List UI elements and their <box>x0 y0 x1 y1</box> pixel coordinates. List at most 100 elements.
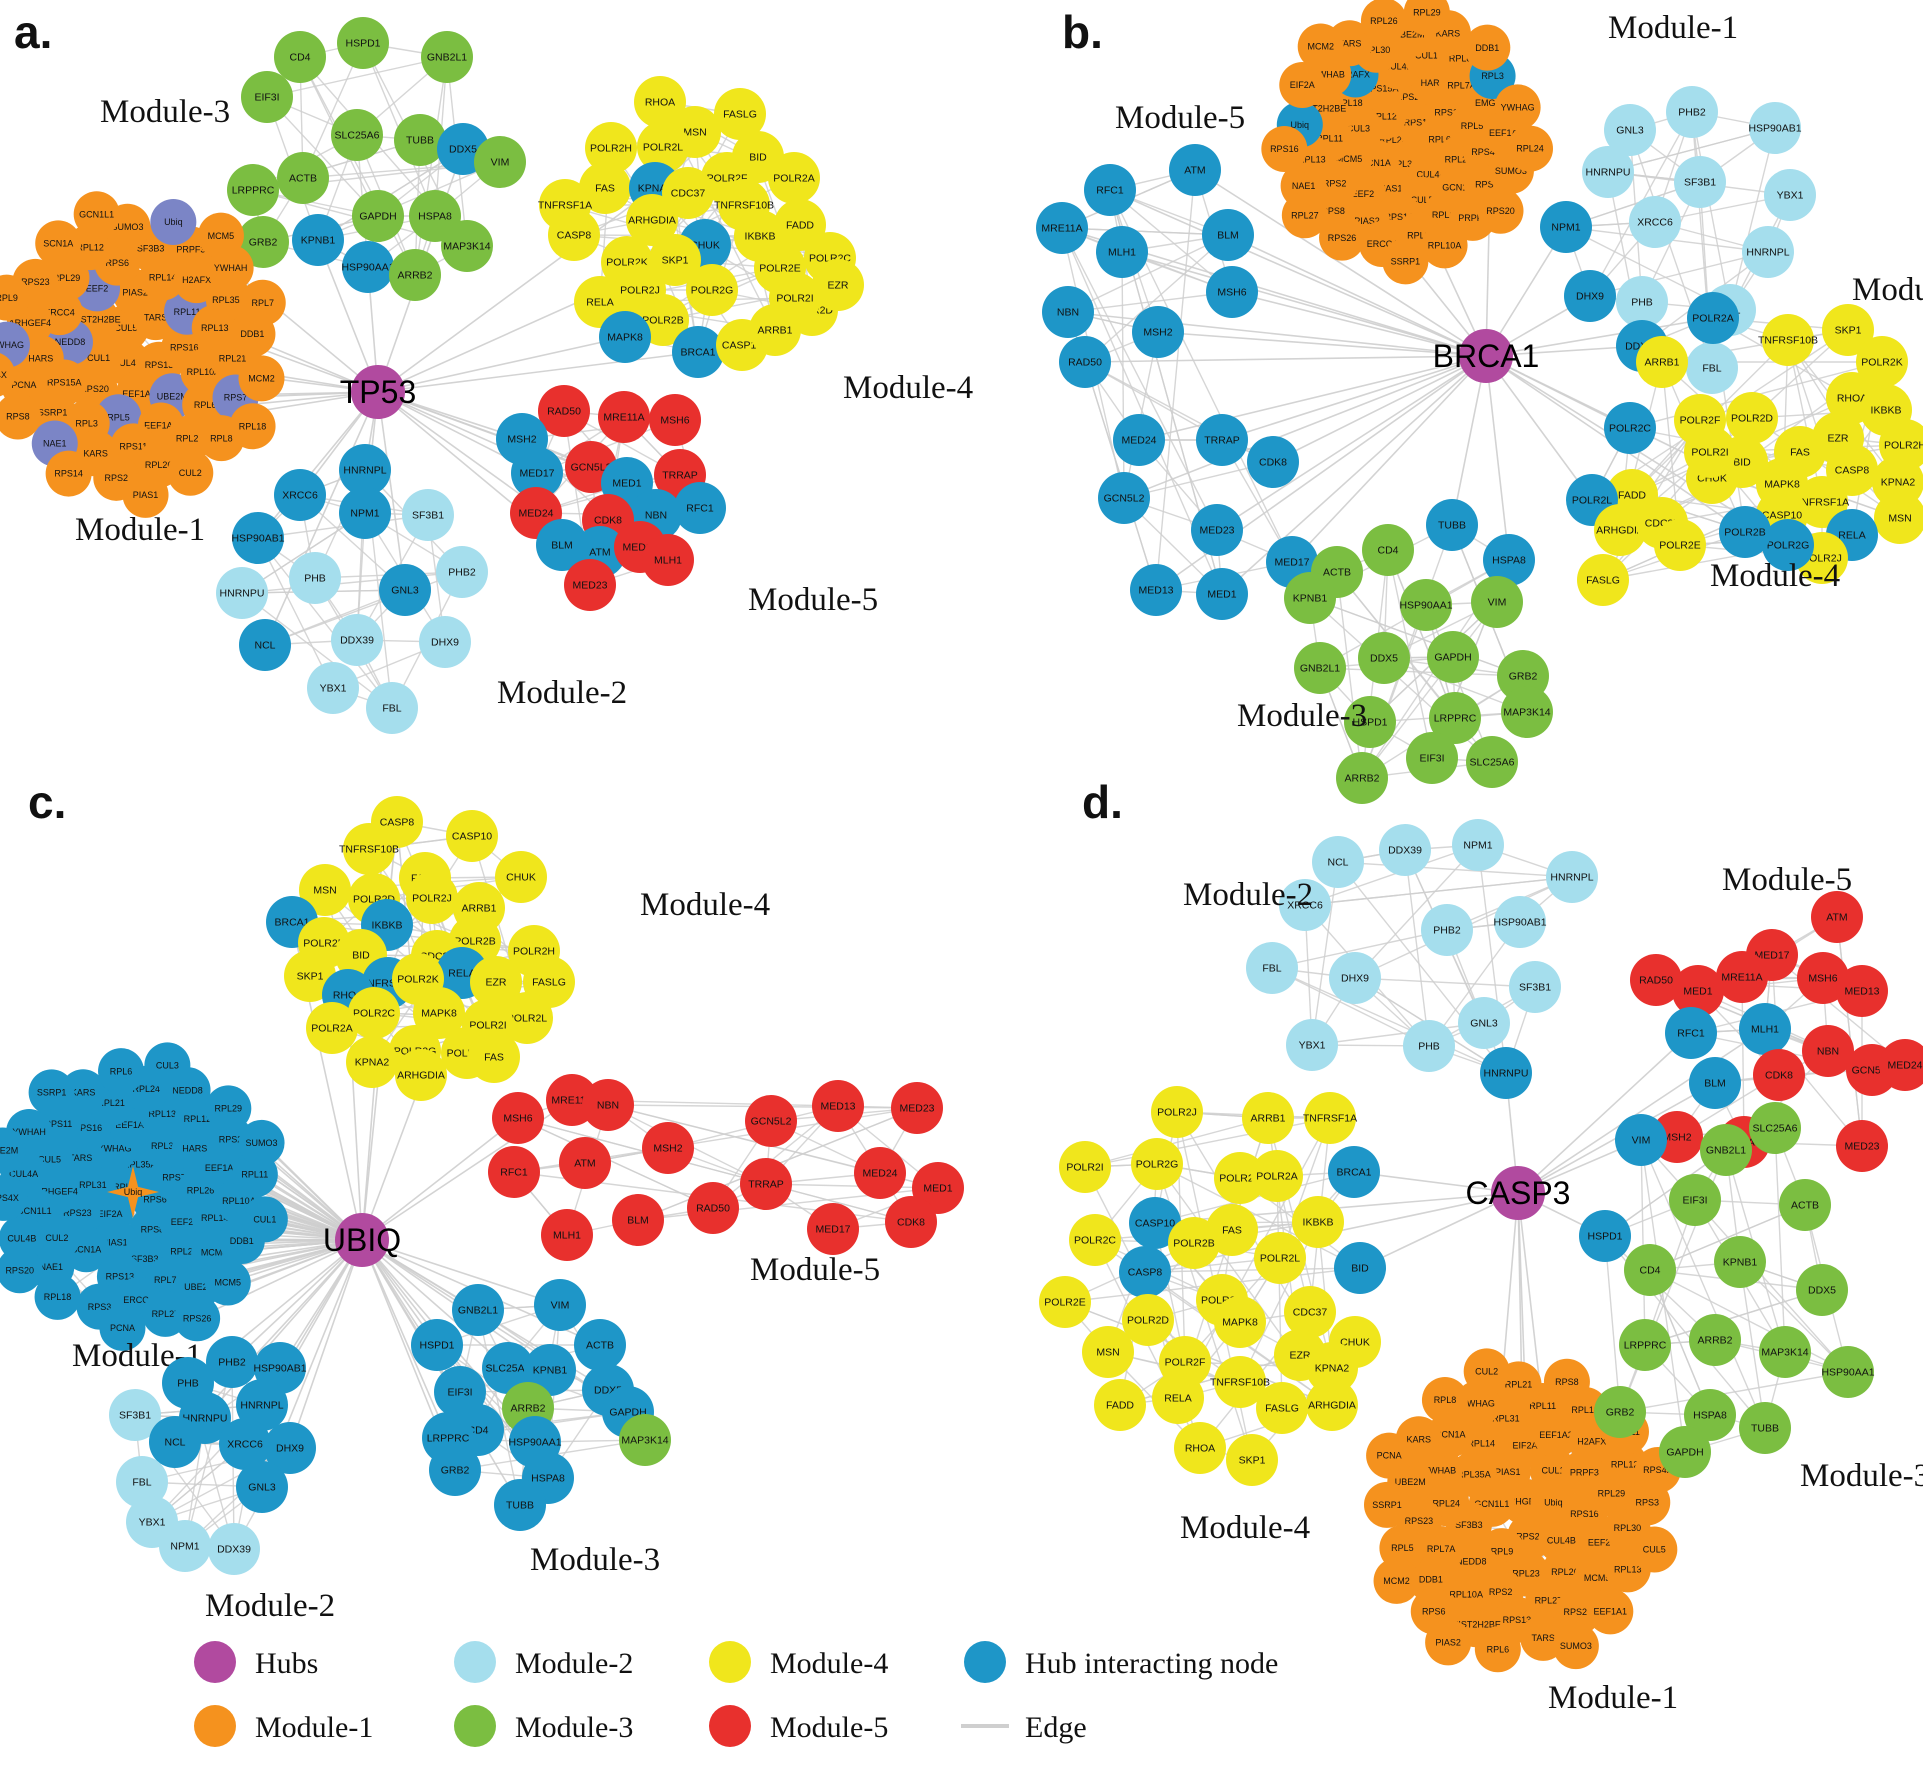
panel-letter-d: d. <box>1082 776 1123 828</box>
edge <box>1836 916 1863 1147</box>
edge <box>1271 929 1448 969</box>
edge <box>1304 876 1573 906</box>
node-CDK8 <box>1753 1049 1805 1101</box>
node-RHOA <box>1174 1422 1226 1474</box>
hub-edge <box>1121 251 1487 357</box>
node-SLC25A6 <box>331 109 383 161</box>
node-SLC25A6 <box>1466 736 1518 788</box>
node-RPS8 <box>1543 1358 1590 1405</box>
node-PIAS2 <box>1425 1619 1472 1666</box>
node-CDC37 <box>662 167 714 219</box>
node-HNRNPU <box>1480 1047 1532 1099</box>
edge <box>1741 976 1745 1143</box>
node-VIM <box>534 1279 586 1331</box>
node-PHB2 <box>1421 904 1473 956</box>
hub-edge <box>1109 189 1487 357</box>
node-TNFRSF10B <box>343 823 395 875</box>
node-RHOA <box>634 76 686 128</box>
node-POLR2B <box>1168 1217 1220 1269</box>
node-MED24 <box>1113 414 1165 466</box>
node-MSH2 <box>642 1122 694 1174</box>
node-MED24 <box>854 1147 906 1199</box>
edge <box>1156 1163 1361 1269</box>
node-KPNB1 <box>1284 572 1336 624</box>
node-SF3B1 <box>1509 961 1561 1013</box>
hub-edge <box>1517 1028 1766 1194</box>
node-MAPK8 <box>599 311 651 363</box>
node-XRCC6 <box>219 1418 271 1470</box>
node-POLR2C <box>348 987 400 1039</box>
node-KPNB1 <box>524 1344 576 1396</box>
node-RPS4X <box>0 353 16 397</box>
edge <box>317 161 501 241</box>
edge <box>765 1183 939 1189</box>
hub-edge <box>1359 1192 1519 1269</box>
edge <box>1739 1261 1766 1429</box>
edge <box>299 56 416 276</box>
edge <box>1084 1117 1269 1168</box>
node-PIAS1 <box>122 471 169 518</box>
node-MSH6 <box>1206 266 1258 318</box>
module-label-d-Module-4: Module-4 <box>1180 1510 1310 1546</box>
node-HSP90AB1 <box>232 512 284 564</box>
node-RPS14 <box>45 450 92 497</box>
node-HNRNPL <box>1742 226 1794 278</box>
node-MRE11A <box>1036 202 1088 254</box>
node-MAP3K14 <box>441 220 493 272</box>
node-POLR2I <box>1684 426 1736 478</box>
node-NPM1 <box>339 487 391 539</box>
hub-edge <box>1138 355 1487 441</box>
module-label-b-Module-4: Module-4 <box>1710 558 1840 594</box>
node-YBX1 <box>307 662 359 714</box>
node-SF3B1 <box>109 1389 161 1441</box>
edge <box>1649 1269 1711 1416</box>
node-SLC25A6 <box>1749 1102 1801 1154</box>
module-label-d-Module-3: Module-3 <box>1800 1458 1923 1494</box>
node-KPNB1 <box>292 214 344 266</box>
hub-edge <box>1451 355 1487 526</box>
node-MED17 <box>807 1203 859 1255</box>
hub-node-TP53 <box>351 365 405 419</box>
node-MED23 <box>1836 1120 1888 1172</box>
hub-edge <box>1084 355 1487 363</box>
panel-letter-b: b. <box>1062 6 1103 58</box>
node-CUL2 <box>167 449 214 496</box>
node-MRE11A <box>598 391 650 443</box>
node-GAPDH <box>1659 1426 1711 1478</box>
node-ARRB2 <box>389 249 441 301</box>
legend-swatch-Module-1 <box>194 1705 236 1747</box>
node-ARRB1 <box>1636 336 1688 388</box>
edge <box>1607 127 1776 173</box>
edge <box>1084 361 1223 441</box>
hub-edge <box>1485 355 1510 561</box>
node-POLR2D <box>1726 392 1778 444</box>
hub-edge <box>231 1239 363 1363</box>
edge <box>517 1117 912 1223</box>
edge <box>266 56 448 98</box>
node-RPS16 <box>1261 125 1308 172</box>
hub-edge <box>377 187 656 393</box>
node-ARRB1 <box>749 304 801 356</box>
hub-label-BRCA1: BRCA1 <box>1433 338 1540 374</box>
node-POLR2A <box>306 1002 358 1054</box>
edge <box>1067 234 1229 313</box>
edge <box>1271 967 1507 1074</box>
hub-edge <box>264 391 379 646</box>
node-POLR2C <box>1069 1214 1121 1266</box>
node-CD4 <box>1362 524 1414 576</box>
edge <box>1354 844 1479 979</box>
node-EZR <box>470 956 522 1008</box>
node-POLR2A <box>1251 1150 1303 1202</box>
node-PHB <box>1616 276 1668 328</box>
node-ARRB2 <box>1689 1314 1741 1366</box>
edge <box>1361 604 1427 779</box>
node-POLR2J <box>406 872 458 924</box>
hub-edge <box>1231 291 1487 357</box>
node-POLR2E <box>1654 519 1706 571</box>
node-DDX39 <box>331 614 383 666</box>
node-SUMO3 <box>1552 1623 1599 1670</box>
node-FAS <box>468 1031 520 1083</box>
node-SCN1A <box>35 220 82 267</box>
node-RPL23 <box>166 415 213 462</box>
